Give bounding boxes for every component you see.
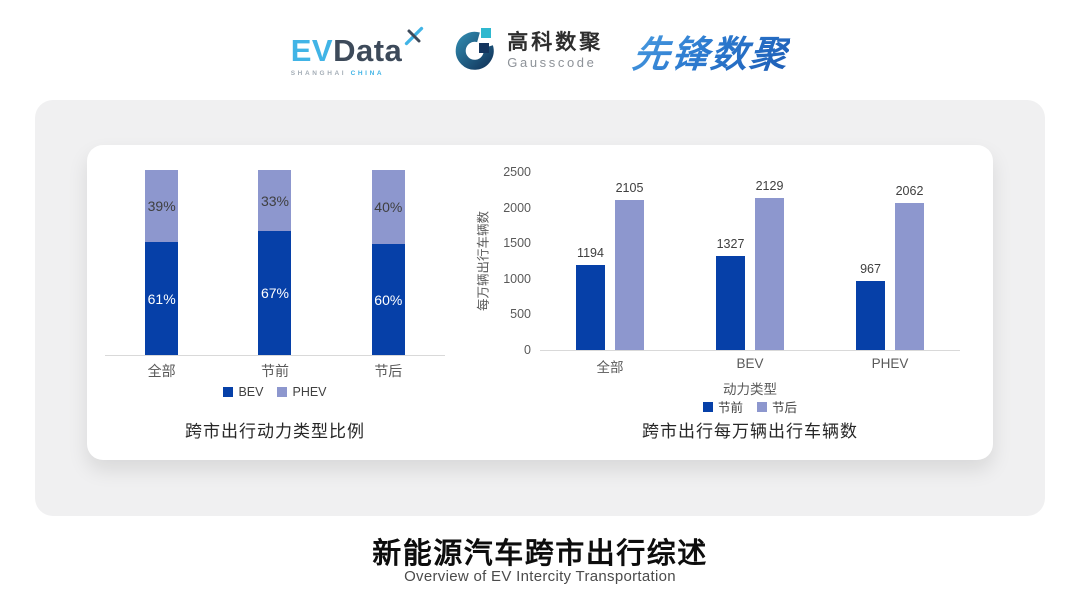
bar-节后: 2129 <box>755 179 784 350</box>
content-panel: 39% 61% 33% 67% 40% 60% 全部 节前 节后 BEV PHEV 跨市出行动力… <box>35 100 1045 516</box>
legend-swatch-节前 <box>702 401 713 412</box>
bar-group-bev: 1327 2129 <box>680 172 820 350</box>
bar-segment-bev: 67% <box>258 231 292 355</box>
category-label: 全部 <box>596 360 624 375</box>
category-label: 节后 <box>374 363 403 379</box>
bar-group-phev: 967 2062 <box>820 172 960 350</box>
legend-swatch-bev <box>223 387 234 397</box>
bar-value-label: 2129 <box>755 179 784 194</box>
gausscode-en-text: Gausscode <box>507 55 597 71</box>
y-tick-label: 2500 <box>503 165 531 179</box>
legend-swatch-节后 <box>757 401 767 412</box>
gausscode-g-icon <box>454 27 498 76</box>
bar-segment-phev: 33% <box>258 170 292 232</box>
page-subtitle: Overview of EV Intercity Transportation <box>404 568 676 585</box>
bar-group-全部: 1194 2105 <box>540 172 680 350</box>
bar-节前: 967 <box>856 262 885 350</box>
category-label: 全部 <box>147 363 176 379</box>
stacked-bar-column: 33% 67% <box>218 170 331 355</box>
bar-segment-phev: 40% <box>371 170 405 244</box>
grouped-chart: 每万辆出行车辆数 0 500 1000 1500 2000 2500 1194 2105 132… <box>460 145 993 460</box>
evdata-data-text: Data <box>333 32 403 68</box>
evdata-shanghai-text: SHANGHAI <box>290 69 347 77</box>
evdata-logo: EV Data SHANGHAI CHINA <box>291 26 425 77</box>
gausscode-cn-text: 高科数聚 <box>507 31 604 55</box>
xianfeng-logo: 先锋数聚 <box>630 24 792 78</box>
category-label: BEV <box>736 356 764 371</box>
grouped-chart-legend: 节前 节后 <box>540 397 960 416</box>
stacked-bar: 39% 61% <box>145 170 179 355</box>
grouped-chart-title: 跨市出行每万辆出行车辆数 <box>642 422 858 441</box>
legend-item-节前: 节前 <box>702 397 743 416</box>
evdata-wordmark: EV Data <box>291 26 425 66</box>
y-tick-label: 500 <box>510 307 531 322</box>
y-tick-label: 0 <box>524 343 531 357</box>
charts-card: 39% 61% 33% 67% 40% 60% 全部 节前 节后 BEV PHEV 跨市出行动力… <box>87 145 993 460</box>
grouped-chart-plot: 0 500 1000 1500 2000 2500 1194 2105 1327 2129 967 2… <box>503 165 960 357</box>
bar-节后: 2062 <box>895 184 924 350</box>
legend-label: PHEV <box>292 385 327 399</box>
evdata-subtitle: SHANGHAI CHINA <box>291 70 384 77</box>
stacked-chart: 39% 61% 33% 67% 40% 60% 全部 节前 节后 BEV PHEV 跨市出行动力… <box>87 145 460 460</box>
stacked-chart-categories: 全部 节前 节后 <box>105 361 445 381</box>
bar-segment-phev: 39% <box>145 170 179 243</box>
grouped-chart-ylabel: 每万辆出行车辆数 <box>476 210 491 312</box>
legend-label: 节后 <box>772 401 798 415</box>
y-tick-label: 1000 <box>503 271 531 286</box>
y-tick-label: 2000 <box>503 200 531 215</box>
grouped-chart-xlabel: 动力类型 <box>723 382 777 397</box>
stacked-bar-column: 40% 60% <box>332 170 445 355</box>
page-title: 新能源汽车跨市出行综述 <box>372 538 708 570</box>
bar-value-label: 2105 <box>615 181 644 196</box>
legend-item-bev: BEV <box>223 385 263 399</box>
gausscode-logo: 高科数聚 Gausscode <box>454 27 603 76</box>
evdata-ev-text: EV <box>290 32 334 68</box>
legend-item-phev: PHEV <box>277 385 327 399</box>
bar-segment-bev: 61% <box>145 242 179 355</box>
legend-swatch-phev <box>277 387 288 397</box>
stacked-bar-column: 39% 61% <box>105 170 218 355</box>
legend-label: BEV <box>238 385 264 399</box>
bar-segment-bev: 60% <box>371 244 405 355</box>
y-tick-label: 1500 <box>503 236 531 251</box>
category-label: PHEV <box>871 356 909 371</box>
evdata-x-icon <box>404 26 424 50</box>
bar-value-label: 2062 <box>895 184 924 199</box>
bar-节前: 1194 <box>576 246 605 350</box>
stacked-chart-title: 跨市出行动力类型比例 <box>185 422 365 441</box>
bar-value-label: 967 <box>860 262 881 277</box>
bar-节前: 1327 <box>716 237 745 350</box>
bar-value-label: 1194 <box>577 246 604 260</box>
category-label: 节前 <box>260 363 289 379</box>
header-logos: EV Data SHANGHAI CHINA <box>0 24 1080 78</box>
grouped-chart-categories: 全部 BEV PHEV <box>540 356 960 376</box>
stacked-chart-legend: BEV PHEV <box>105 385 445 399</box>
bar-节后: 2105 <box>615 181 644 350</box>
stacked-bar: 40% 60% <box>371 170 405 355</box>
bar-value-label: 1327 <box>716 236 745 251</box>
legend-item-节后: 节后 <box>757 397 797 416</box>
gausscode-text: 高科数聚 Gausscode <box>507 32 603 70</box>
evdata-china-text: CHINA <box>350 69 385 77</box>
stacked-bar: 33% 67% <box>258 170 292 355</box>
legend-label: 节前 <box>717 401 743 415</box>
stacked-chart-plot: 39% 61% 33% 67% 40% 60% <box>105 170 445 356</box>
